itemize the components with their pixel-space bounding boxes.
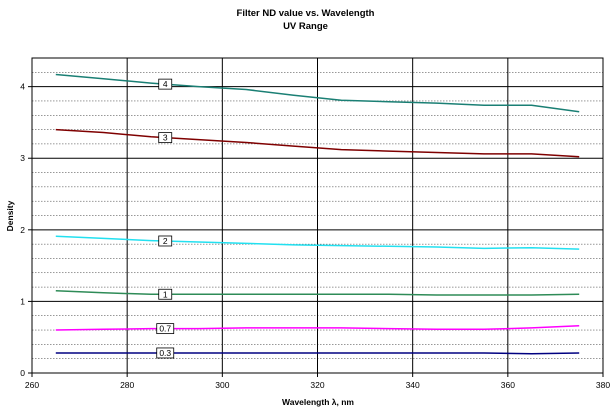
series-label-box xyxy=(158,132,173,144)
series-label: 1 xyxy=(163,289,168,299)
x-tick-label: 300 xyxy=(215,380,229,390)
y-tick-label: 3 xyxy=(20,153,25,163)
axes-layer: 0 1 2 3 4 260 280 300 320 340 360 380 xyxy=(20,57,610,390)
series-label: 2 xyxy=(163,236,168,246)
y-tick-label: 2 xyxy=(20,225,25,235)
chart-title: Filter ND value vs. Wavelength xyxy=(236,8,375,19)
series-label: 0.7 xyxy=(159,324,171,334)
series-label-box xyxy=(158,78,173,90)
series-label-box xyxy=(156,323,175,335)
series-label: 3 xyxy=(163,133,168,143)
series-label: 4 xyxy=(163,79,168,89)
series-label-box xyxy=(158,288,173,300)
y-tick-label: 0 xyxy=(20,368,25,378)
x-tick-label: 360 xyxy=(501,380,515,390)
series-label-box xyxy=(156,347,175,359)
x-tick-label: 260 xyxy=(25,380,39,390)
x-tick-label: 380 xyxy=(596,380,610,390)
chart-subtitle: UV Range xyxy=(283,21,328,32)
series-line-1 xyxy=(55,289,580,296)
y-tick-label: 1 xyxy=(20,296,25,306)
y-tick-label: 4 xyxy=(20,82,25,92)
grid-layer xyxy=(32,58,603,373)
series-line-2 xyxy=(55,235,580,250)
x-axis-label: Wavelength λ, nm xyxy=(282,397,354,407)
series-label-box xyxy=(158,235,173,247)
x-tick-label: 340 xyxy=(406,380,420,390)
series-line-4 xyxy=(55,73,580,113)
series-line-3 xyxy=(55,128,580,158)
series-line-0.3 xyxy=(55,352,580,355)
x-tick-label: 280 xyxy=(120,380,134,390)
series-layer xyxy=(55,73,580,355)
series-labels-layer: 4 3 2 1 0.7 0.3 xyxy=(156,78,175,359)
y-axis-label: Density xyxy=(5,200,15,231)
series-label: 0.3 xyxy=(159,348,171,358)
series-line-0.7 xyxy=(55,325,580,331)
x-tick-label: 320 xyxy=(310,380,324,390)
